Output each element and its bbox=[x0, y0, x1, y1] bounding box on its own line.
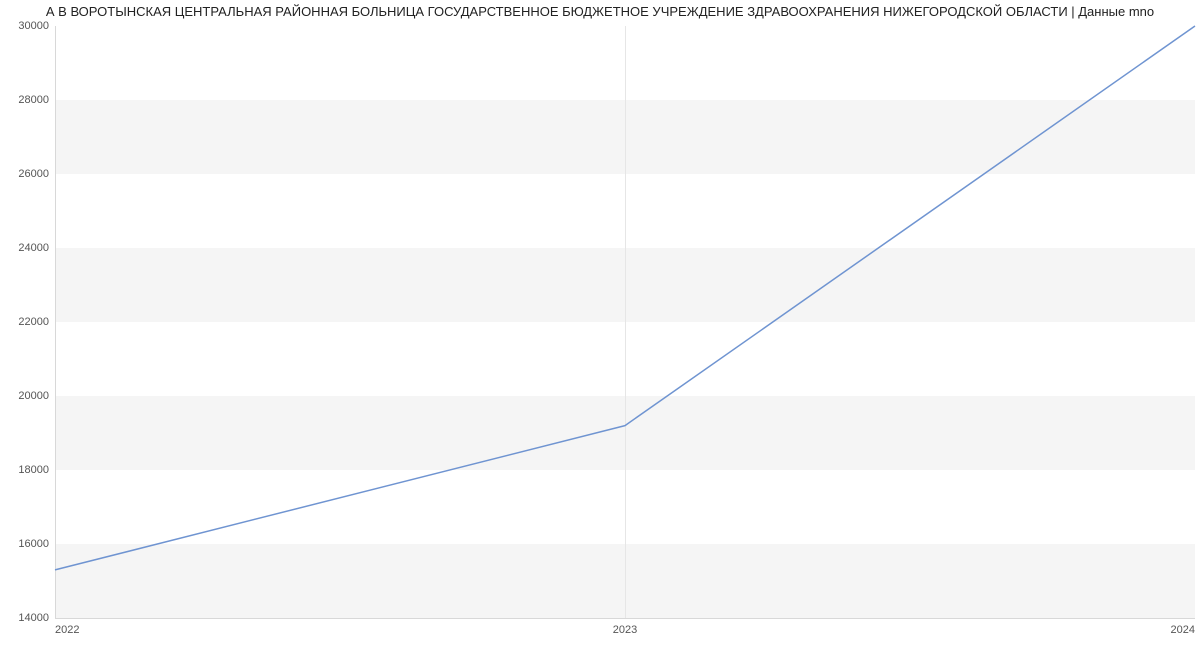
x-axis-line bbox=[55, 618, 1195, 619]
series-layer bbox=[55, 26, 1195, 618]
y-tick-label: 14000 bbox=[18, 612, 49, 624]
y-tick-label: 18000 bbox=[18, 464, 49, 476]
series-line bbox=[55, 26, 1195, 570]
y-tick-label: 16000 bbox=[18, 538, 49, 550]
chart-title: А В ВОРОТЫНСКАЯ ЦЕНТРАЛЬНАЯ РАЙОННАЯ БОЛ… bbox=[0, 4, 1200, 19]
y-tick-label: 26000 bbox=[18, 168, 49, 180]
line-chart: А В ВОРОТЫНСКАЯ ЦЕНТРАЛЬНАЯ РАЙОННАЯ БОЛ… bbox=[0, 0, 1200, 650]
plot-area: 1400016000180002000022000240002600028000… bbox=[55, 26, 1195, 618]
x-tick-label: 2023 bbox=[613, 624, 637, 636]
y-tick-label: 20000 bbox=[18, 390, 49, 402]
y-tick-label: 30000 bbox=[18, 20, 49, 32]
x-tick-label: 2024 bbox=[1171, 624, 1195, 636]
y-tick-label: 22000 bbox=[18, 316, 49, 328]
y-tick-label: 24000 bbox=[18, 242, 49, 254]
x-tick-label: 2022 bbox=[55, 624, 79, 636]
y-tick-label: 28000 bbox=[18, 94, 49, 106]
